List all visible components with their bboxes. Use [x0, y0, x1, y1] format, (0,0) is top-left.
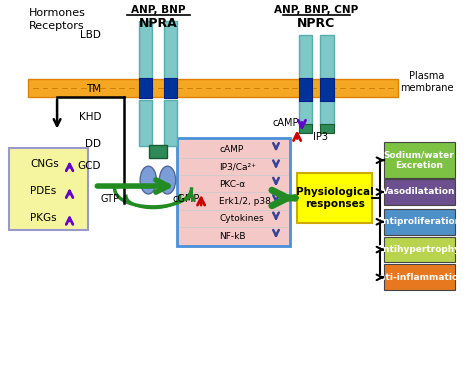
Bar	[383, 179, 455, 205]
Text: LBD: LBD	[81, 30, 101, 40]
Bar	[149, 145, 166, 158]
Text: IP3: IP3	[313, 133, 328, 142]
Bar	[177, 138, 291, 246]
Text: Antihypertrophy: Antihypertrophy	[377, 245, 461, 254]
Bar	[299, 124, 312, 133]
Text: NPRA: NPRA	[138, 17, 177, 30]
Text: cAMP: cAMP	[219, 145, 244, 154]
Text: Cytokines: Cytokines	[219, 214, 264, 223]
Text: ANP, BNP: ANP, BNP	[131, 5, 185, 15]
Text: Receptors: Receptors	[29, 21, 85, 31]
Bar	[320, 78, 334, 101]
Bar	[320, 124, 334, 133]
Text: Sodium/water
Excretion: Sodium/water Excretion	[383, 151, 455, 170]
Bar	[383, 265, 455, 290]
Bar	[164, 78, 177, 98]
Bar	[299, 78, 312, 101]
Text: Physiological
responses: Physiological responses	[296, 187, 374, 209]
Text: Vasodilatation: Vasodilatation	[383, 188, 456, 196]
Bar	[383, 209, 455, 235]
Text: PDEs: PDEs	[30, 186, 56, 196]
Text: NF-kB: NF-kB	[219, 232, 246, 241]
Text: Hormones: Hormones	[28, 8, 85, 18]
Bar	[164, 21, 177, 79]
Bar	[139, 78, 152, 98]
Ellipse shape	[159, 166, 176, 194]
Text: CNGs: CNGs	[30, 159, 59, 169]
Text: Anti-inflammation: Anti-inflammation	[373, 273, 465, 282]
Bar	[383, 142, 455, 178]
Text: TM: TM	[86, 84, 101, 94]
Text: Erk1/2, p38: Erk1/2, p38	[219, 197, 271, 206]
Text: IP3/Ca²⁺: IP3/Ca²⁺	[219, 162, 256, 171]
Text: KHD: KHD	[79, 111, 101, 121]
Bar	[299, 99, 312, 126]
Text: Plasma
membrane: Plasma membrane	[400, 71, 454, 93]
Bar	[320, 99, 334, 126]
Bar	[28, 79, 398, 97]
Text: cGMP: cGMP	[172, 194, 200, 204]
Text: ANP, BNP, CNP: ANP, BNP, CNP	[274, 5, 358, 15]
Text: cAMP: cAMP	[273, 118, 299, 128]
Bar	[299, 35, 312, 79]
Bar	[297, 173, 372, 223]
Text: DD: DD	[85, 139, 101, 149]
Text: PKC-α: PKC-α	[219, 180, 246, 188]
Bar	[139, 21, 152, 79]
Bar	[164, 100, 177, 146]
Bar	[139, 100, 152, 146]
Bar	[320, 35, 334, 79]
Text: GCD: GCD	[78, 161, 101, 171]
Text: PKGs: PKGs	[30, 213, 57, 223]
Text: Antiproliferation: Antiproliferation	[376, 217, 462, 226]
Text: GTP: GTP	[100, 194, 119, 204]
Bar	[9, 148, 88, 230]
Ellipse shape	[140, 166, 156, 194]
Text: NPRC: NPRC	[297, 17, 336, 30]
Bar	[383, 237, 455, 262]
